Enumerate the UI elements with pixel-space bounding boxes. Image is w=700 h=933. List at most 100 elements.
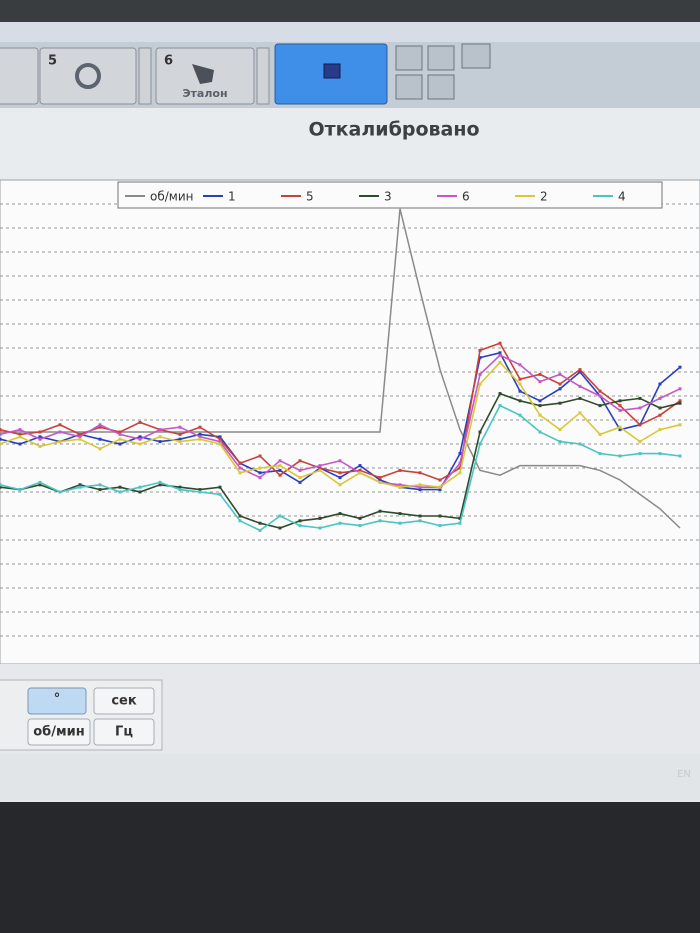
data-point	[538, 372, 542, 376]
data-point	[518, 399, 522, 403]
data-point	[418, 488, 422, 492]
data-point	[0, 428, 2, 432]
data-point	[118, 432, 122, 436]
legend-label: 5	[306, 190, 314, 204]
data-point	[0, 432, 2, 436]
data-point	[378, 478, 382, 482]
data-point	[318, 466, 322, 470]
data-point	[118, 430, 122, 434]
data-point	[478, 356, 482, 360]
legend-label: об/мин	[150, 190, 193, 204]
data-point	[178, 432, 182, 436]
data-point	[0, 485, 2, 489]
data-point	[98, 437, 102, 441]
unit-button[interactable]	[93, 687, 155, 715]
data-point	[178, 488, 182, 492]
tab-label: Эталон	[182, 87, 227, 100]
data-point	[418, 471, 422, 475]
data-point	[138, 485, 142, 489]
data-point	[338, 476, 342, 480]
data-point	[198, 437, 202, 441]
data-point	[78, 435, 82, 439]
data-point	[198, 432, 202, 436]
tab-button[interactable]	[39, 47, 137, 105]
data-point	[518, 377, 522, 381]
data-point	[258, 471, 262, 475]
data-point	[458, 461, 462, 465]
data-point	[98, 483, 102, 487]
data-point	[658, 406, 662, 410]
tab-dropdown[interactable]	[256, 47, 270, 105]
data-point	[578, 442, 582, 446]
tool-button[interactable]	[427, 74, 455, 100]
data-point	[158, 480, 162, 484]
unit-button[interactable]	[93, 718, 155, 746]
data-point	[358, 471, 362, 475]
data-point	[278, 464, 282, 468]
data-point	[638, 452, 642, 456]
data-point	[238, 466, 242, 470]
unit-button[interactable]	[27, 687, 87, 715]
tool-button[interactable]	[427, 45, 455, 71]
legend-label: 1	[228, 190, 236, 204]
data-point	[358, 516, 362, 520]
data-point	[38, 435, 42, 439]
data-point	[438, 478, 442, 482]
tool-button[interactable]	[395, 45, 423, 71]
data-point	[118, 437, 122, 441]
data-point	[598, 394, 602, 398]
data-point	[578, 370, 582, 374]
data-point	[158, 440, 162, 444]
data-point	[178, 440, 182, 444]
bezel-top	[0, 0, 700, 22]
data-point	[538, 430, 542, 434]
data-point	[38, 483, 42, 487]
data-point	[458, 521, 462, 525]
data-point	[38, 444, 42, 448]
tool-button[interactable]	[395, 74, 423, 100]
unit-button[interactable]	[27, 718, 91, 746]
data-point	[18, 442, 22, 446]
data-point	[138, 437, 142, 441]
data-point	[218, 435, 222, 439]
tab-button[interactable]	[0, 47, 39, 105]
data-point	[658, 452, 662, 456]
data-point	[58, 423, 62, 427]
data-point	[578, 384, 582, 388]
data-point	[0, 442, 2, 446]
data-point	[618, 404, 622, 408]
data-point	[218, 437, 222, 441]
data-point	[438, 488, 442, 492]
tool-button[interactable]	[461, 43, 491, 69]
data-point	[678, 387, 682, 391]
data-point	[218, 442, 222, 446]
data-point	[598, 404, 602, 408]
data-point	[598, 432, 602, 436]
data-point	[58, 430, 62, 434]
data-point	[538, 404, 542, 408]
unit-label: Гц	[115, 725, 133, 740]
data-point	[0, 483, 2, 487]
legend-label: 6	[462, 190, 470, 204]
tab-dropdown[interactable]	[138, 47, 152, 105]
data-point	[658, 396, 662, 400]
data-point	[338, 471, 342, 475]
data-point	[158, 435, 162, 439]
data-point	[298, 524, 302, 528]
data-point	[558, 382, 562, 386]
bezel-bottom	[0, 802, 700, 933]
data-point	[378, 519, 382, 523]
data-point	[298, 519, 302, 523]
data-point	[398, 485, 402, 489]
data-point	[58, 440, 62, 444]
data-point	[178, 425, 182, 429]
data-point	[118, 490, 122, 494]
legend-label: 2	[540, 190, 548, 204]
data-point	[418, 519, 422, 523]
unit-label: °	[54, 692, 61, 707]
data-point	[218, 492, 222, 496]
data-point	[38, 437, 42, 441]
data-point	[378, 476, 382, 480]
data-point	[318, 526, 322, 530]
